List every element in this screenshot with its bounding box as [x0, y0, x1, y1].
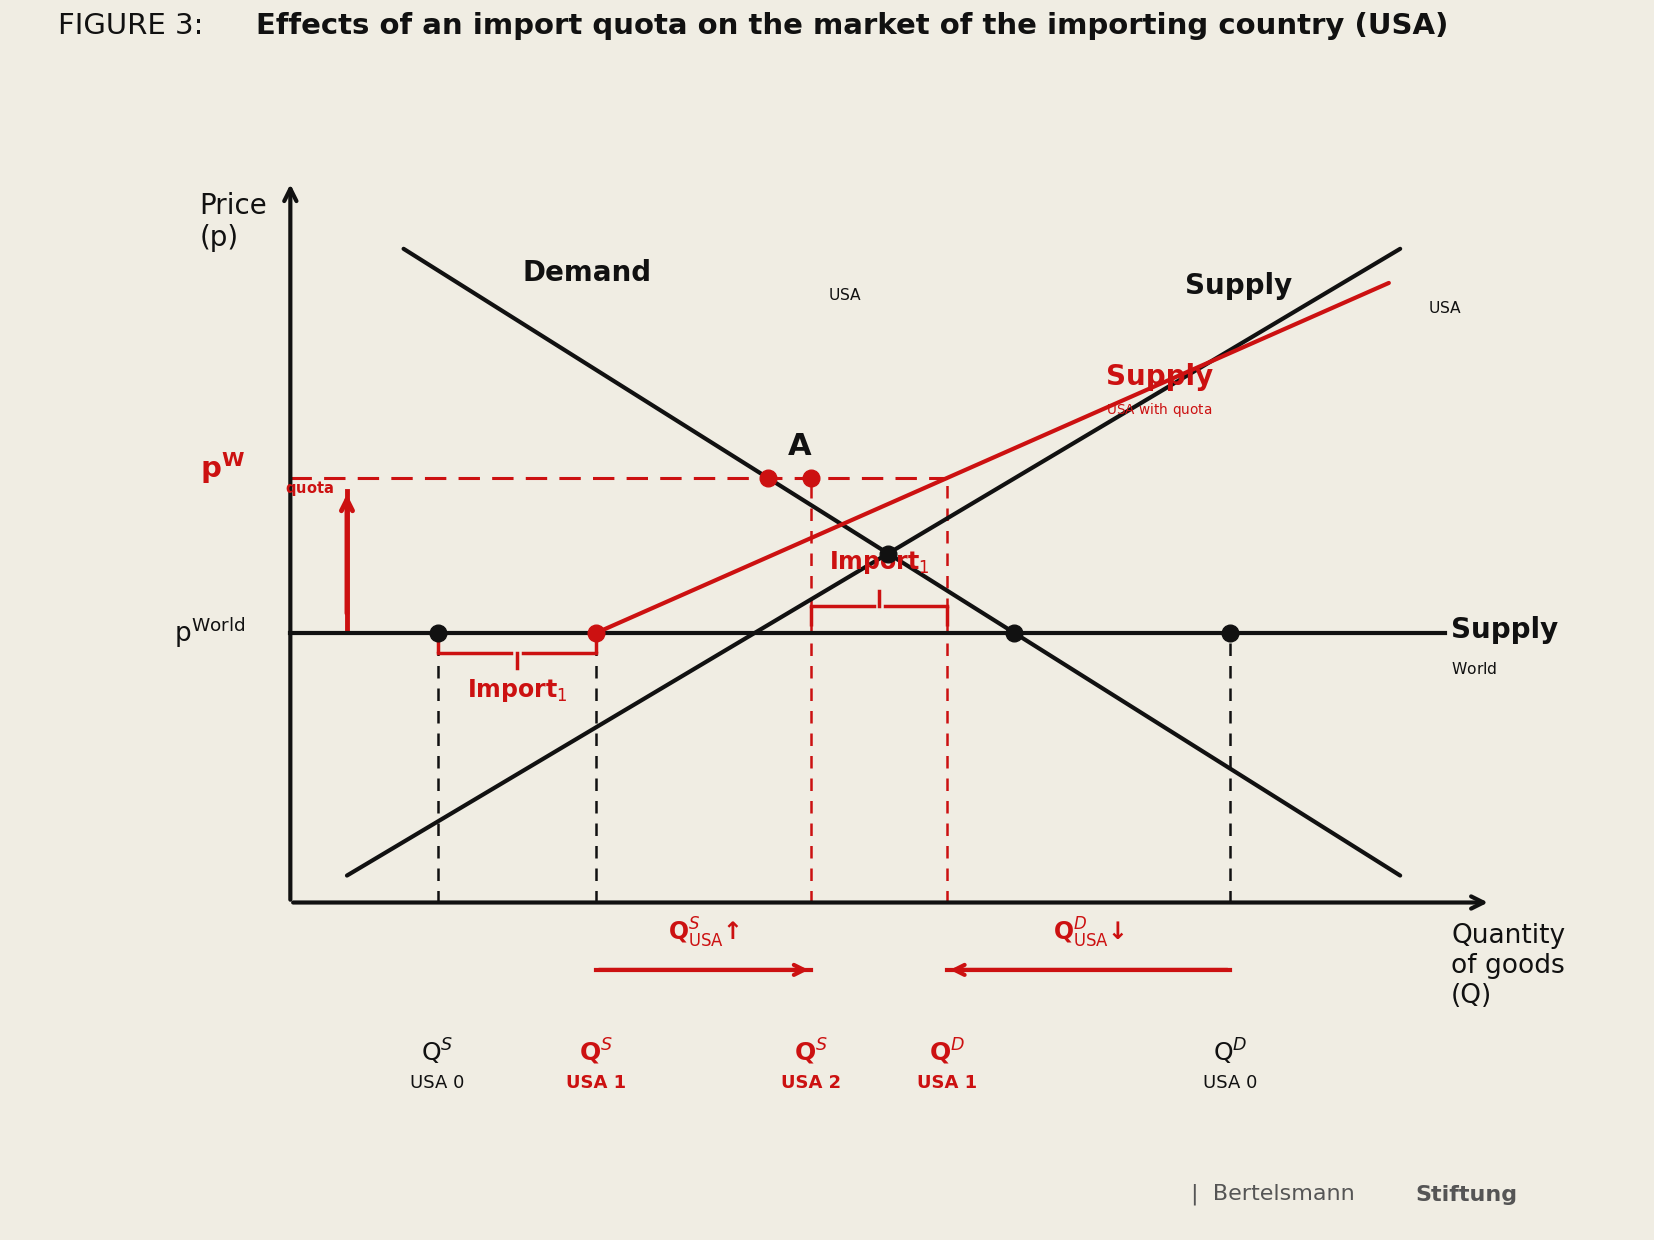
- Text: Q$^D_{\rm USA}$↓: Q$^D_{\rm USA}$↓: [1052, 915, 1125, 950]
- Text: $\mathbf{_{quota}}$: $\mathbf{_{quota}}$: [284, 480, 334, 500]
- Text: $\mathbf{p^W}$: $\mathbf{p^W}$: [200, 450, 245, 486]
- Text: Import$_1$: Import$_1$: [466, 677, 567, 704]
- Text: FIGURE 3:: FIGURE 3:: [58, 12, 212, 41]
- Text: USA 0: USA 0: [410, 1074, 465, 1092]
- Text: USA 1: USA 1: [566, 1074, 627, 1092]
- Text: $_{\rm USA}$: $_{\rm USA}$: [829, 283, 862, 303]
- Text: Q$^{D}$: Q$^{D}$: [930, 1038, 966, 1068]
- Text: Stiftung: Stiftung: [1416, 1185, 1518, 1205]
- Text: Supply: Supply: [1107, 363, 1212, 391]
- Text: Q$^{D}$: Q$^{D}$: [1212, 1038, 1247, 1068]
- Text: $_{\rm USA}$: $_{\rm USA}$: [1429, 296, 1462, 316]
- Text: |  Bertelsmann: | Bertelsmann: [1191, 1184, 1355, 1205]
- Text: Supply: Supply: [1451, 615, 1558, 644]
- Text: Import$_1$: Import$_1$: [829, 548, 930, 575]
- Text: $_{\rm World}$: $_{\rm World}$: [1451, 657, 1497, 677]
- Text: Effects of an import quota on the market of the importing country (USA): Effects of an import quota on the market…: [256, 12, 1449, 41]
- Text: Price
(p): Price (p): [200, 191, 268, 252]
- Text: USA 0: USA 0: [1202, 1074, 1257, 1092]
- Text: A: A: [789, 432, 812, 461]
- Text: Q$^{S}$: Q$^{S}$: [579, 1038, 614, 1068]
- Text: Q$^{S}$: Q$^{S}$: [794, 1038, 829, 1068]
- Text: USA 2: USA 2: [781, 1074, 842, 1092]
- Text: Demand: Demand: [523, 259, 652, 286]
- Text: $_{\rm USA\ with\ quota}$: $_{\rm USA\ with\ quota}$: [1107, 401, 1212, 420]
- Text: Q$^S_{\rm USA}$↑: Q$^S_{\rm USA}$↑: [668, 915, 739, 950]
- Text: Supply: Supply: [1184, 273, 1292, 300]
- Text: Quantity
of goods
(Q): Quantity of goods (Q): [1451, 923, 1565, 1008]
- Text: p$^{\rm World}$: p$^{\rm World}$: [174, 616, 245, 650]
- Text: USA 1: USA 1: [916, 1074, 978, 1092]
- Text: Q$^{S}$: Q$^{S}$: [422, 1038, 453, 1068]
